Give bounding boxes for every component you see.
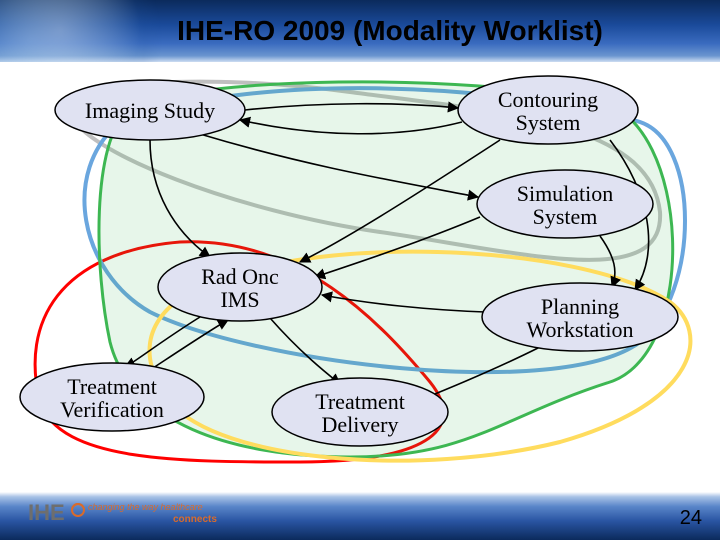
logo-swirl-arc (72, 504, 84, 510)
logo-tagline-top: changing the way healthcare (88, 502, 203, 512)
node-simulation (477, 170, 653, 238)
slide-header: IHE-RO 2009 (Modality Worklist) (0, 0, 720, 62)
diagram-area: Imaging StudyContouringSystemSimulationS… (0, 62, 720, 492)
node-treatver (20, 363, 204, 431)
ihe-logo: IHE changing the way healthcare connects (28, 496, 248, 532)
diagram-svg (0, 62, 720, 492)
logo-ihe-text: IHE (28, 500, 65, 525)
slide-footer: IHE changing the way healthcare connects… (0, 492, 720, 540)
logo-tagline-bottom: connects (173, 514, 217, 525)
node-planning (482, 283, 678, 351)
page-number: 24 (680, 507, 702, 530)
slide-title: IHE-RO 2009 (Modality Worklist) (177, 15, 603, 47)
node-radonc (158, 253, 322, 321)
node-imaging (55, 80, 245, 140)
node-contouring (458, 76, 638, 144)
node-treatdel (272, 378, 448, 446)
